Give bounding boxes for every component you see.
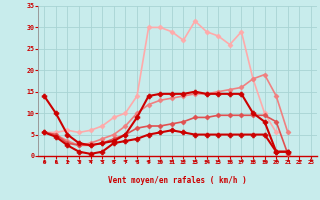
X-axis label: Vent moyen/en rafales ( km/h ): Vent moyen/en rafales ( km/h ) — [108, 176, 247, 185]
